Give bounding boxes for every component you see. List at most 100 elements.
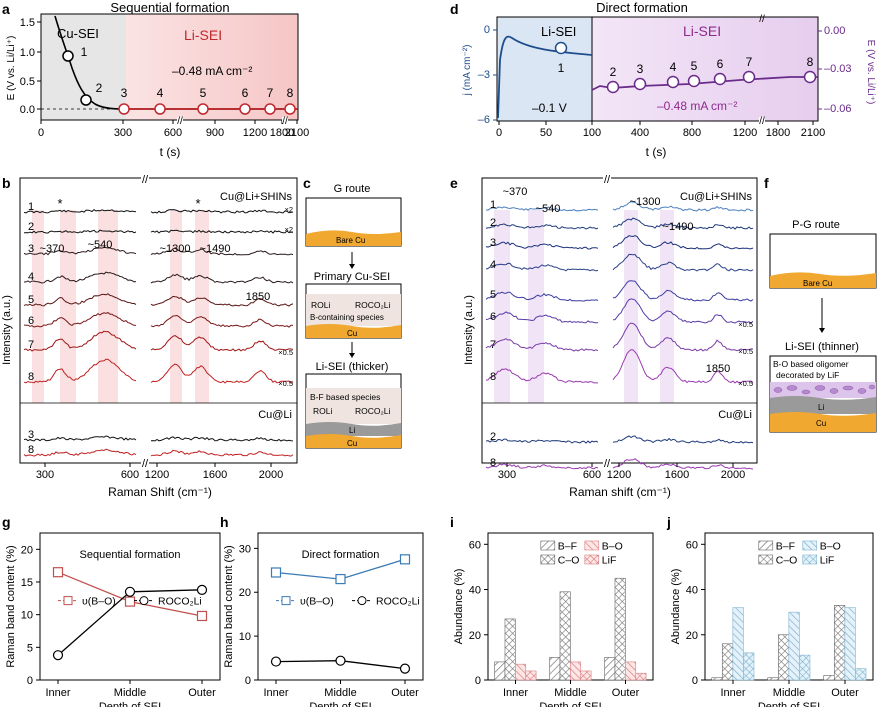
b-spectrum-bottom-right	[150, 436, 294, 442]
d-ytick-right-label: –0.06	[824, 103, 852, 115]
panel-i-xtick-label: Inner	[503, 687, 528, 699]
panel-d-xlabel: t (s)	[646, 145, 667, 159]
b-axis-break-top: //	[142, 174, 149, 186]
panel-b: b 1 2 3 4 5 6 7 8 3 8 ×2 ×2 ×0.5 ×0.5 * * Cu@Li+SHINs C…	[1, 174, 298, 499]
panel-e-ylabel: Intensity (a.u.)	[463, 295, 475, 365]
c-sub3a: Li	[349, 426, 355, 435]
a-axis-break: //	[177, 116, 183, 127]
d-point-label: 1	[558, 61, 565, 75]
a-point	[154, 103, 166, 115]
e-peak-label: 1850	[706, 363, 730, 375]
e-row-label: 6	[490, 311, 496, 323]
panel-i-bar	[625, 661, 637, 681]
c-sp5: ROLi	[313, 406, 332, 416]
panel-i-bar	[580, 670, 592, 681]
c-cu-sei-layer	[306, 294, 401, 326]
b-spectrum-right	[150, 247, 294, 256]
c-li-sei-layer	[306, 388, 401, 424]
panel-g-legend-marker-2	[139, 596, 149, 606]
e-spectrum-bottom-left	[485, 438, 599, 444]
panel-i-letter: i	[450, 514, 454, 530]
b-spectrum-bottom-left	[23, 448, 137, 457]
a-ytick-label: 1.5	[20, 17, 35, 29]
a-point-label: 2	[96, 81, 103, 95]
d-axis-break-gap	[759, 117, 765, 123]
a-point-label: 1	[81, 45, 88, 59]
panel-e: e 1 2 3 4 5 6 7 8 2 8 ×0.5 ×0.5 ×0.5 Cu@Li+SHINs Cu@…	[450, 174, 758, 499]
a-ytick-label: 0.5	[20, 76, 35, 88]
b-row-label: 6	[28, 315, 34, 327]
panel-g-marker-square	[52, 567, 64, 578]
e-spectrum-left	[485, 262, 599, 272]
d-point	[713, 72, 727, 86]
panel-g-xtick-label: Inner	[45, 687, 70, 699]
panel-letter-a: a	[2, 1, 10, 17]
b-scale-label: ×0.5	[278, 379, 293, 388]
e-scale-label: ×0.5	[738, 347, 753, 356]
e-spectrum-left	[485, 368, 598, 384]
a-xtick-label: 1800	[270, 127, 294, 139]
panel-h-marker-circle	[399, 663, 411, 674]
d-point	[633, 77, 647, 91]
e-peak-band	[624, 210, 638, 403]
panel-j-legend-swatch	[758, 540, 774, 551]
li-sei-label: Li-SEI	[184, 27, 222, 43]
panel-j-ytick-label: 20	[686, 630, 698, 642]
panel-g-title: Sequential formation	[80, 549, 181, 561]
d-point-label: 5	[691, 59, 698, 73]
d-point-label: 8	[807, 55, 814, 69]
panel-i-legend-label: C–O	[558, 555, 580, 567]
panel-a-yticks: 1.5 1.0 0.5 0.0	[20, 17, 41, 116]
d-ytick-left-label: –3	[478, 69, 490, 81]
panel-h-ytick-label: 20	[239, 587, 251, 599]
panel-j-bar	[721, 643, 734, 681]
panel-j-bar	[767, 677, 779, 681]
b-spectrum-left	[23, 358, 137, 384]
b-peak-label: 1850	[246, 291, 270, 303]
panel-letter-b: b	[2, 175, 11, 191]
panel-g-ytick-label: 20	[21, 544, 33, 556]
d-ytick-left-label: –6	[478, 114, 490, 126]
a-xtick-label: 300	[114, 127, 132, 139]
d-xtick-label: 50	[540, 127, 552, 139]
a-point	[264, 103, 276, 115]
b-spectrum-left	[23, 229, 137, 234]
b-scale-label: ×0.5	[278, 348, 293, 357]
f-sp2: decorated by LiF	[776, 370, 839, 380]
panel-h-legend-marker-1	[281, 596, 291, 606]
panel-j-legend-swatch	[802, 540, 818, 551]
c-sp1: ROLi	[311, 300, 330, 310]
a-point	[197, 103, 209, 115]
c-sub1: Bare Cu	[336, 236, 365, 245]
b-peak-label: ~1490	[200, 243, 231, 255]
d-xtick-label: 1200	[733, 127, 757, 139]
b-spectrum-right	[150, 295, 294, 307]
e-sample2: Cu@Li	[718, 409, 752, 421]
e-spectrum-right	[612, 217, 754, 230]
e-axis-break: //	[604, 458, 611, 470]
b-axis-break: //	[142, 458, 149, 470]
b-peak-labels: ~370 ~540 ~1300 ~1490 1850	[40, 239, 271, 303]
panel-h-marker-square	[399, 554, 411, 565]
e-xticks: 300 600 1200 1600 2000 // //	[498, 174, 745, 481]
panel-d-yticks: 0 –3 –6 0.00 –0.03 –0.06	[478, 24, 852, 126]
e-row-label: 5	[490, 289, 496, 301]
panel-g-xlabel: Depth of SEI	[99, 701, 161, 707]
d-ytick-right-label: 0.00	[824, 25, 845, 37]
a-point-label: 7	[267, 86, 274, 100]
panel-e-xlabel: Raman shift (cm⁻¹)	[569, 485, 671, 499]
e-peak-label: ~540	[536, 203, 561, 215]
f-route: P-G route	[792, 219, 840, 231]
d-xtick-label: 800	[683, 127, 701, 139]
panel-h-legend-1: υ(B–O)	[300, 596, 334, 608]
panel-g-xtick-label: Middle	[114, 687, 146, 699]
direct-region-right	[592, 17, 818, 121]
e-peak-label: ~1490	[663, 221, 694, 233]
a-point	[239, 103, 251, 115]
a-xtick-label: 600	[164, 127, 182, 139]
b-xtick-label: 2000	[259, 469, 283, 481]
c-sub2: Cu	[347, 329, 357, 338]
e-spectrum-left	[485, 223, 599, 230]
